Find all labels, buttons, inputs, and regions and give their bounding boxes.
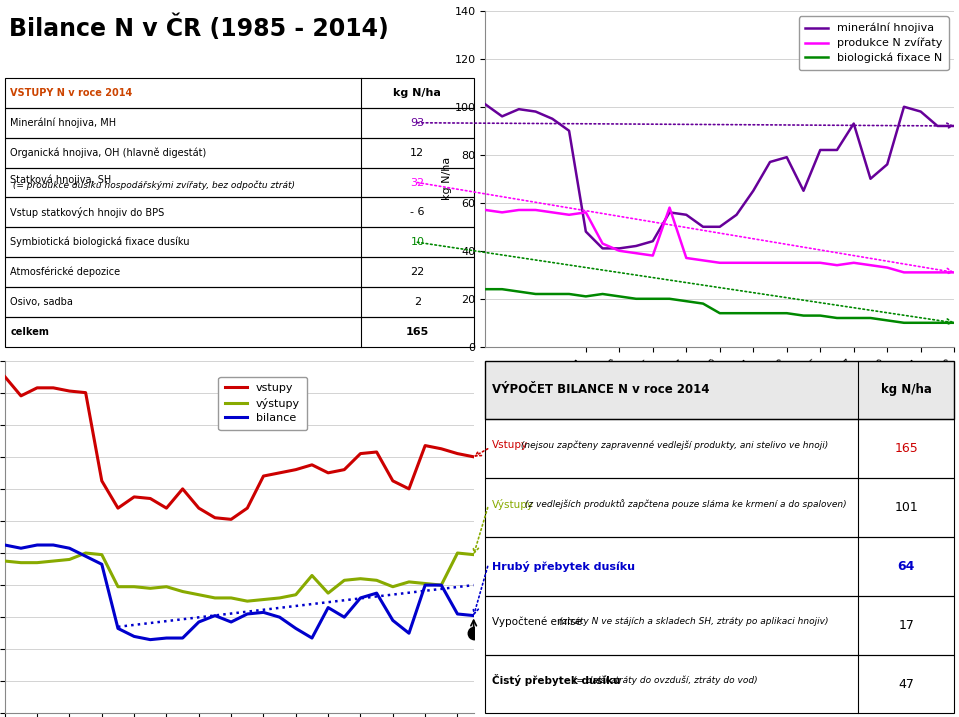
Bar xyxy=(485,478,954,537)
Text: celkem: celkem xyxy=(11,327,49,337)
Bar xyxy=(5,197,474,227)
Text: Vypočtené emise: Vypočtené emise xyxy=(492,617,582,627)
Text: Vstupy: Vstupy xyxy=(492,440,528,450)
Bar xyxy=(5,257,474,287)
Bar xyxy=(5,138,474,168)
Text: 22: 22 xyxy=(410,267,425,277)
Text: kg N/ha: kg N/ha xyxy=(880,384,931,397)
Text: 101: 101 xyxy=(895,501,918,514)
Bar xyxy=(5,317,474,347)
Text: Statková hnojiva, SH: Statková hnojiva, SH xyxy=(11,174,111,185)
Text: (= další ztráty do ovzduší, ztráty do vod): (= další ztráty do ovzduší, ztráty do vo… xyxy=(570,675,758,685)
Text: (nejsou zapčteny zapravenné vedlejší produkty, ani stelivo ve hnoji): (nejsou zapčteny zapravenné vedlejší pro… xyxy=(518,440,828,450)
Bar xyxy=(485,361,954,419)
Text: Hrubý přebytek dusíku: Hrubý přebytek dusíku xyxy=(492,561,636,572)
Bar xyxy=(5,78,474,108)
Text: (ztráty N ve stájích a skladech SH, ztráty po aplikaci hnojiv): (ztráty N ve stájích a skladech SH, ztrá… xyxy=(555,617,829,626)
Text: Čistý přebytek dusíku: Čistý přebytek dusíku xyxy=(492,675,620,686)
Text: VSTUPY N v roce 2014: VSTUPY N v roce 2014 xyxy=(11,88,132,98)
Text: (z vedlejších produktů zapčtena pouze sláma ke krmení a do spaloven): (z vedlejších produktů zapčtena pouze sl… xyxy=(522,499,847,509)
Text: VÝPOČET BILANCE N v roce 2014: VÝPOČET BILANCE N v roce 2014 xyxy=(492,384,710,397)
Text: 12: 12 xyxy=(410,148,425,158)
Text: 93: 93 xyxy=(410,118,425,128)
Text: (= produkce dusíku hospodářskými zvířaty, bez odpočtu ztrát): (= produkce dusíku hospodářskými zvířaty… xyxy=(11,181,295,190)
Bar xyxy=(5,108,474,138)
Text: 2: 2 xyxy=(414,297,421,307)
Bar xyxy=(5,287,474,317)
Text: kg N/ha: kg N/ha xyxy=(393,88,441,98)
Text: - 6: - 6 xyxy=(410,207,425,217)
Bar xyxy=(5,227,474,257)
Text: Vstup statkových hnojiv do BPS: Vstup statkových hnojiv do BPS xyxy=(11,207,165,218)
Text: 47: 47 xyxy=(899,678,914,690)
Bar xyxy=(5,168,474,197)
Text: Symbiotická biologická fixace dusíku: Symbiotická biologická fixace dusíku xyxy=(11,237,190,247)
Text: 165: 165 xyxy=(406,327,429,337)
Text: 17: 17 xyxy=(899,619,914,632)
Bar xyxy=(485,596,954,655)
Text: 64: 64 xyxy=(898,560,915,573)
Text: Bilance N v ČR (1985 - 2014): Bilance N v ČR (1985 - 2014) xyxy=(10,14,389,41)
Y-axis label: kg N/ha: kg N/ha xyxy=(442,157,452,200)
Legend: vstupy, výstupy, bilance: vstupy, výstupy, bilance xyxy=(219,376,307,430)
Bar xyxy=(485,419,954,478)
Text: Osivo, sadba: Osivo, sadba xyxy=(11,297,73,307)
Text: Atmosférické depozice: Atmosférické depozice xyxy=(11,267,121,277)
Text: Minerální hnojiva, MH: Minerální hnojiva, MH xyxy=(11,118,117,128)
Text: Organická hnojiva, OH (hlavně digestát): Organická hnojiva, OH (hlavně digestát) xyxy=(11,148,207,158)
Legend: minerální hnojiva, produkce N zvířaty, biologická fixace N: minerální hnojiva, produkce N zvířaty, b… xyxy=(799,16,948,70)
Text: 32: 32 xyxy=(410,178,425,188)
Text: 10: 10 xyxy=(410,237,425,247)
Text: Výstupy: Výstupy xyxy=(492,498,534,510)
Bar xyxy=(485,537,954,596)
Text: 165: 165 xyxy=(895,442,918,455)
Bar xyxy=(485,655,954,713)
